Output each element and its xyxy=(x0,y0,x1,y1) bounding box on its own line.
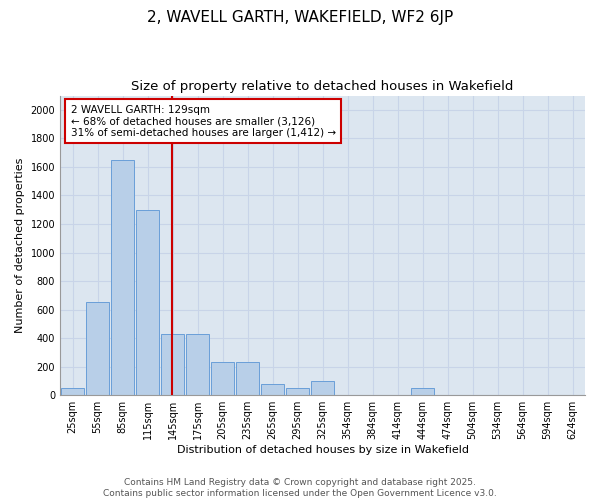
Bar xyxy=(261,384,284,395)
Bar xyxy=(161,334,184,395)
Bar xyxy=(86,302,109,395)
Title: Size of property relative to detached houses in Wakefield: Size of property relative to detached ho… xyxy=(131,80,514,93)
Bar xyxy=(61,388,84,395)
Bar xyxy=(236,362,259,395)
Text: 2, WAVELL GARTH, WAKEFIELD, WF2 6JP: 2, WAVELL GARTH, WAKEFIELD, WF2 6JP xyxy=(147,10,453,25)
X-axis label: Distribution of detached houses by size in Wakefield: Distribution of detached houses by size … xyxy=(176,445,469,455)
Bar xyxy=(311,381,334,395)
Bar xyxy=(186,334,209,395)
Bar xyxy=(211,362,234,395)
Bar xyxy=(411,388,434,395)
Bar xyxy=(111,160,134,395)
Y-axis label: Number of detached properties: Number of detached properties xyxy=(15,158,25,333)
Bar xyxy=(136,210,159,395)
Text: Contains HM Land Registry data © Crown copyright and database right 2025.
Contai: Contains HM Land Registry data © Crown c… xyxy=(103,478,497,498)
Bar xyxy=(286,388,309,395)
Text: 2 WAVELL GARTH: 129sqm
← 68% of detached houses are smaller (3,126)
31% of semi-: 2 WAVELL GARTH: 129sqm ← 68% of detached… xyxy=(71,104,335,138)
